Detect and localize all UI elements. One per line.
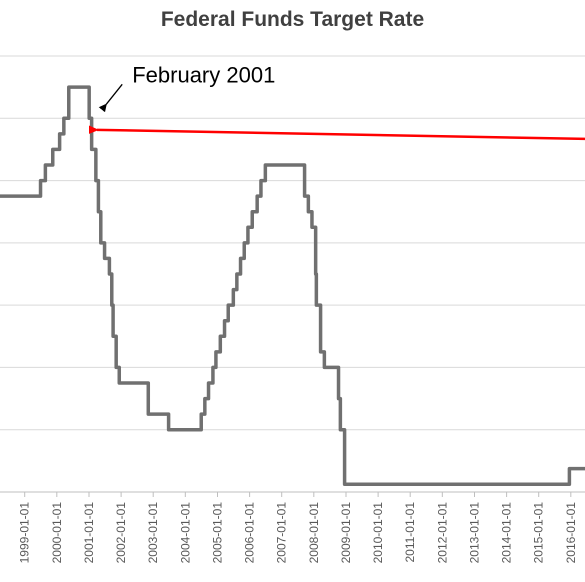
x-tick-label: 2015-01-01: [532, 502, 546, 564]
x-tick-label: 2006-01-01: [243, 502, 257, 564]
x-tick-label: 2012-01-01: [435, 502, 449, 564]
x-tick-label: 2003-01-01: [146, 502, 160, 564]
series-line-red-arrow: [97, 130, 585, 141]
x-tick-label: 2010-01-01: [371, 502, 385, 564]
x-tick-label: 2002-01-01: [114, 502, 128, 564]
x-tick-label: 2004-01-01: [178, 502, 192, 564]
annotation-arrow: [98, 83, 123, 113]
x-tick-label: 2005-01-01: [211, 502, 225, 564]
x-tick-label: 2011-01-01: [403, 502, 417, 563]
chart-title: Federal Funds Target Rate: [160, 8, 425, 31]
x-tick-label: 2001-01-01: [82, 502, 96, 564]
x-tick-label: 2013-01-01: [468, 502, 482, 564]
x-tick-label: 2007-01-01: [275, 502, 289, 564]
x-tick-label: 2009-01-01: [339, 502, 353, 564]
x-tick-label: 2016-01-01: [564, 502, 578, 564]
annotation-text: February 2001: [132, 62, 275, 87]
x-tick-label: 2000-01-01: [50, 502, 64, 564]
x-tick-label: 2008-01-01: [307, 502, 321, 564]
x-tick-label: 2014-01-01: [500, 502, 514, 564]
x-tick-label: 1999-01-01: [18, 502, 32, 564]
series-line-fed-funds-rate: [0, 85, 585, 486]
